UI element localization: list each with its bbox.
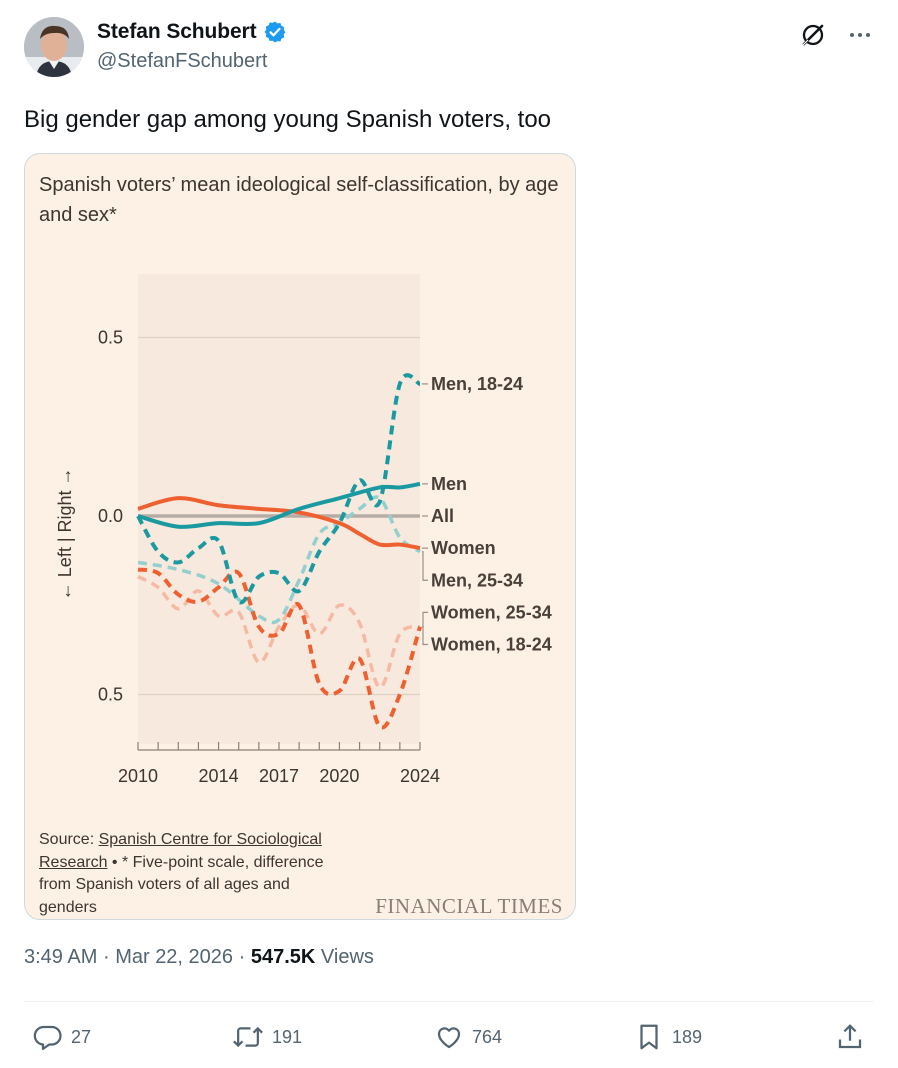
more-icon[interactable]	[848, 23, 872, 47]
action-bar: 27 191 764 189	[0, 1022, 898, 1058]
series-label: Men, 25-34	[431, 570, 523, 590]
series-label: Men, 18-24	[431, 374, 523, 394]
share-button[interactable]	[835, 1022, 865, 1052]
series-line-women-1824	[137, 567, 422, 730]
tweet-time[interactable]: 3:49 AM	[24, 946, 98, 968]
avatar[interactable]	[24, 17, 84, 77]
reply-button[interactable]: 27	[33, 1022, 91, 1052]
financial-times-logo: FINANCIAL TIMES	[375, 894, 563, 918]
x-tick-label: 2024	[400, 766, 440, 786]
bookmark-count: 189	[672, 1026, 703, 1047]
grok-icon[interactable]	[800, 22, 826, 48]
series-line-women-2534	[137, 575, 421, 690]
bookmark-button[interactable]: 189	[634, 1022, 702, 1052]
line-chart: 0.5 0.0 0.5 ← Left | Right → 2010 2014 2017 202…	[55, 274, 552, 786]
like-icon	[437, 1027, 461, 1049]
meta-separator-2: ·	[238, 946, 246, 968]
repost-icon	[233, 1026, 263, 1048]
series-line-women	[137, 496, 421, 551]
series-label: Women	[431, 538, 496, 558]
author-handle[interactable]: @StefanFSchubert	[97, 50, 268, 72]
series-label: All	[431, 506, 454, 526]
like-button[interactable]: 764	[434, 1022, 502, 1052]
tweet-meta: 3:49 AM · Mar 22, 2026 · 547.5K Views	[24, 946, 374, 969]
verified-badge-icon	[264, 21, 286, 43]
series-label: Men	[431, 474, 467, 494]
x-tick-label: 2017	[259, 766, 299, 786]
label-leader-line	[422, 626, 428, 646]
y-tick-label: 0.5	[98, 685, 123, 705]
label-leader-line	[422, 611, 428, 628]
reply-count: 27	[71, 1026, 92, 1047]
avatar-image	[24, 17, 84, 77]
series-label: Women, 18-24	[431, 635, 552, 655]
source-link[interactable]: Spanish Centre for Sociological Research	[39, 831, 322, 871]
source-label: Source:	[39, 831, 95, 848]
tweet-text: Big gender gap among young Spanish voter…	[24, 106, 552, 133]
chart-title: Spanish voters’ mean ideological self-cl…	[39, 174, 559, 226]
chart-source: Source: Spanish Centre for Sociological …	[39, 829, 349, 919]
source-note: • * Five-point scale, difference from Sp…	[39, 853, 324, 916]
x-tick-label: 2014	[199, 766, 239, 786]
y-tick-label: 0.0	[98, 506, 123, 526]
share-icon	[838, 1024, 862, 1049]
repost-button[interactable]: 191	[232, 1022, 302, 1052]
series-label: Women, 25-34	[431, 602, 552, 622]
divider	[24, 1001, 874, 1002]
chart-image-card[interactable]: Spanish voters’ mean ideological self-cl…	[24, 153, 576, 920]
x-tick-label: 2020	[319, 766, 359, 786]
repost-count: 191	[272, 1026, 303, 1047]
x-tick-label: 2010	[118, 766, 158, 786]
views-label: Views	[320, 946, 374, 968]
series-line-men-1824	[136, 373, 421, 605]
label-leader-line	[422, 551, 428, 581]
views-count: 547.5K	[250, 946, 316, 968]
tweet-date[interactable]: Mar 22, 2026	[115, 946, 234, 968]
like-count: 764	[472, 1026, 503, 1047]
bookmark-icon	[640, 1024, 658, 1050]
y-axis-label: ← Left | Right →	[55, 467, 75, 600]
y-tick-label: 0.5	[98, 328, 123, 348]
series-line-men	[137, 481, 421, 529]
meta-separator: ·	[102, 946, 110, 968]
series-line-men-2534	[137, 495, 422, 625]
author-name[interactable]: Stefan Schubert	[97, 20, 257, 43]
reply-icon	[33, 1025, 62, 1050]
